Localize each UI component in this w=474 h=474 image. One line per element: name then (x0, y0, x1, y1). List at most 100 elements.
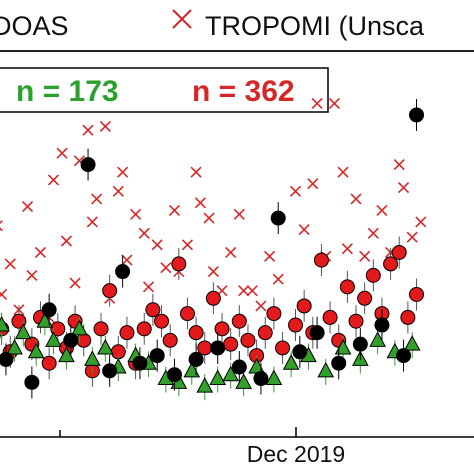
triangle-marker-s2-31 (403, 332, 421, 359)
circle-marker-s1-24 (188, 316, 204, 349)
x-marker-s0-36 (225, 246, 237, 259)
x-marker-s0-20 (112, 185, 124, 197)
x-marker-s0-26 (151, 239, 163, 251)
markers-layer (0, 97, 427, 401)
triangle-marker-s2-18 (196, 374, 214, 401)
x-marker-s0-38 (238, 285, 250, 297)
triangle-marker-s2-24 (282, 351, 300, 378)
circle-marker-s3-11 (188, 343, 204, 376)
triangle-marker-s2-21 (235, 370, 252, 397)
circle-marker-s1-8 (50, 312, 66, 345)
plot-frame (0, 50, 474, 438)
x-marker-s0-11 (56, 147, 68, 159)
circle-marker-s1-7 (41, 347, 57, 380)
x-marker-s0-51 (350, 193, 362, 205)
x-marker-s0-7 (26, 269, 38, 281)
x-marker-s0-24 (138, 227, 150, 239)
circle-marker-s3-3 (41, 293, 57, 326)
triangle-marker-s2-26 (317, 358, 335, 385)
triangle-marker-s2-23 (265, 366, 283, 393)
circle-marker-s1-38 (313, 244, 329, 277)
x-marker-s0-37 (233, 208, 245, 220)
x-marker-s0-12 (60, 235, 73, 247)
circle-marker-s3-20 (374, 309, 390, 342)
triangle-marker-s2-8 (58, 343, 75, 370)
triangle-marker-s2-2 (0, 313, 10, 340)
circle-marker-s3-22 (409, 98, 425, 131)
circle-marker-s3-16 (292, 335, 308, 368)
x-marker-s0-32 (194, 197, 206, 209)
circle-marker-s1-13 (93, 312, 109, 345)
x-marker-s0-8 (34, 246, 47, 259)
x-marker-s0-15 (82, 124, 94, 136)
circle-marker-s1-32 (257, 316, 273, 349)
circle-marker-s1-47 (391, 236, 407, 269)
x-marker-s0-48 (328, 97, 340, 110)
circle-marker-s1-41 (339, 270, 355, 303)
triangle-marker-s2-7 (45, 328, 62, 355)
circle-marker-s1-26 (205, 282, 221, 315)
triangle-marker-s2-9 (71, 316, 88, 343)
legend-x-marker (172, 9, 192, 29)
triangle-marker-s2-3 (6, 335, 23, 362)
circle-marker-s3-1 (0, 343, 14, 376)
circle-marker-s1-20 (154, 305, 170, 338)
x-marker-s0-41 (264, 250, 276, 262)
x-marker-s0-17 (91, 193, 103, 205)
x-tick-label-dec-2019: Dec 2019 (247, 441, 345, 467)
legend-label-doas: DOAS (0, 11, 69, 41)
count-green: n = 173 (16, 75, 119, 108)
circle-marker-s1-42 (348, 305, 364, 338)
circle-marker-s3-7 (115, 255, 131, 288)
x-marker-s0-49 (337, 166, 349, 178)
circle-marker-s1-19 (145, 293, 161, 326)
circle-marker-s3-15 (270, 202, 286, 235)
x-marker-s0-22 (121, 254, 133, 266)
x-marker-s0-39 (246, 285, 258, 297)
circle-marker-s3-2 (24, 366, 40, 399)
circle-marker-s1-39 (322, 301, 338, 334)
circle-marker-s3-9 (149, 339, 165, 372)
x-marker-s0-56 (393, 159, 405, 171)
x-marker-s0-30 (181, 239, 194, 251)
x-marker-s0-21 (117, 166, 129, 178)
triangle-marker-s2-11 (97, 335, 114, 362)
legend-label-tropomi: TROPOMI (Unsca (205, 11, 425, 41)
x-marker-s0-2 (0, 220, 3, 232)
x-marker-s0-16 (86, 216, 98, 228)
x-marker-s0-10 (47, 174, 60, 186)
circle-marker-s3-21 (396, 339, 412, 372)
circle-marker-s1-23 (179, 297, 195, 330)
circle-marker-s1-18 (136, 312, 152, 345)
count-red: n = 362 (192, 75, 295, 108)
x-marker-s0-44 (298, 223, 310, 236)
x-marker-s0-59 (415, 216, 427, 228)
x-marker-s0-3 (0, 288, 8, 301)
x-marker-s0-31 (190, 166, 202, 178)
x-marker-s0-23 (130, 208, 142, 220)
circle-marker-s1-21 (162, 324, 178, 357)
x-marker-s0-46 (311, 97, 323, 110)
circle-marker-s1-33 (266, 297, 282, 330)
x-marker-s0-13 (69, 277, 81, 289)
x-marker-s0-28 (168, 204, 181, 217)
circle-marker-s1-43 (357, 282, 373, 315)
circle-marker-s1-44 (365, 259, 381, 292)
circle-marker-s3-6 (102, 354, 118, 387)
x-marker-s0-50 (341, 243, 353, 255)
circle-marker-s3-14 (253, 362, 269, 395)
x-marker-s0-27 (160, 262, 172, 274)
circle-marker-s3-19 (352, 328, 368, 361)
x-marker-s0-53 (367, 227, 379, 239)
circle-marker-s1-16 (119, 316, 135, 349)
circle-marker-s3-18 (331, 347, 347, 380)
circle-marker-s1-48 (400, 301, 416, 334)
circle-marker-s1-46 (383, 247, 399, 280)
circle-marker-s1-14 (102, 274, 118, 307)
circle-marker-s3-17 (309, 316, 325, 349)
x-marker-s0-43 (289, 185, 302, 197)
circle-marker-s3-13 (231, 351, 247, 384)
x-marker-s0-40 (255, 300, 267, 312)
x-marker-s0-57 (397, 181, 410, 194)
